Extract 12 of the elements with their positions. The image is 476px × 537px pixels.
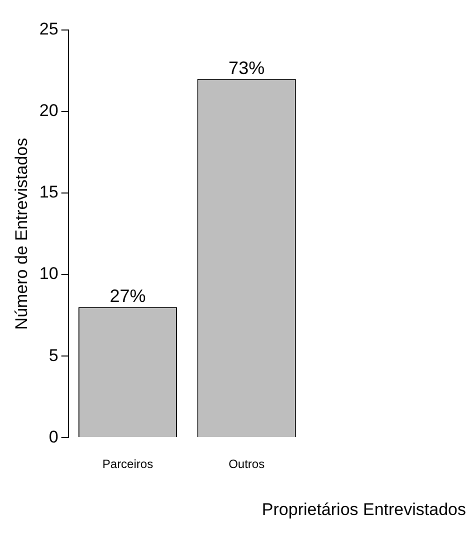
annotation: 73%: [228, 58, 265, 78]
y-tick-label: 10: [39, 264, 58, 284]
y-axis-title: Número de Entrevistados: [12, 138, 31, 330]
y-tick-label: 25: [39, 20, 58, 39]
y-tick-label: 15: [39, 182, 58, 202]
y-tick-label: 0: [48, 427, 58, 446]
y-tick-label: 5: [48, 346, 58, 365]
x-tick-label: Parceiros: [102, 457, 154, 472]
x-axis-title: Proprietários Entrevistados: [260, 500, 466, 520]
y-tick-label: 20: [39, 101, 58, 120]
x-tick-label: Outros: [228, 457, 265, 472]
annotation: 27%: [110, 286, 146, 306]
